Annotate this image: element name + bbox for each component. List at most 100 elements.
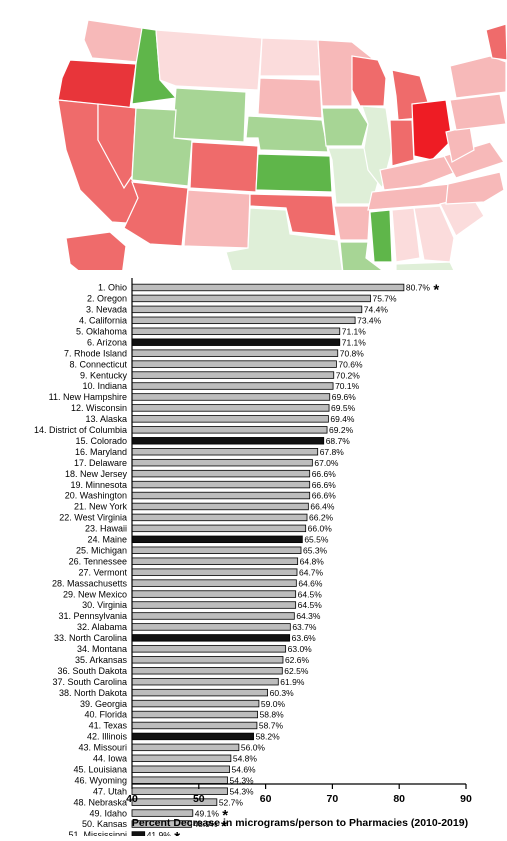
chart-svg: 1. Ohio 80.7% *2. Oregon 75.7%3. Nevada 74.4…	[34, 278, 472, 841]
category-label: 49. Idaho	[89, 808, 127, 818]
value-label: 58.8%	[260, 710, 285, 720]
new-mexico-state	[183, 189, 251, 249]
value-label: 56.0%	[241, 743, 266, 753]
value-label: 63.7%	[292, 622, 317, 632]
category-label: 4. California	[79, 316, 127, 326]
category-label: 44. Iowa	[93, 754, 127, 764]
value-label: 70.2%	[336, 370, 361, 380]
arkansas-state	[333, 205, 371, 241]
x-tick-label: 60	[260, 793, 272, 805]
bar	[131, 393, 331, 401]
bar	[131, 831, 146, 839]
florida-state	[395, 261, 471, 333]
value-label: 65.3%	[303, 545, 328, 555]
value-label: 80.7%	[406, 283, 431, 293]
value-label: 64.5%	[298, 600, 323, 610]
category-label: 26. Tennessee	[69, 556, 127, 566]
category-label: 33. North Carolina	[54, 633, 127, 643]
value-label: 54.6%	[232, 764, 257, 774]
category-label: 10. Indiana	[82, 381, 127, 391]
bar	[131, 557, 299, 565]
bar	[131, 480, 311, 489]
nebraska-state	[245, 115, 329, 153]
value-label: 70.6%	[338, 359, 363, 369]
value-label: 58.7%	[259, 721, 284, 731]
x-tick-label: 50	[193, 793, 205, 805]
value-label: 66.2%	[309, 513, 334, 523]
bar	[131, 787, 228, 795]
category-label: 32. Alabama	[77, 622, 127, 632]
bar-chart: 1. Ohio 80.7% * 2. Oregon 75.7% 3. Nevada 74.4…	[0, 270, 507, 841]
indiana-state	[389, 119, 415, 167]
bar	[131, 677, 279, 686]
value-label: 68.7%	[326, 436, 351, 446]
category-label: 22. West Virginia	[59, 513, 127, 523]
bar	[131, 820, 192, 828]
category-label: 23. Hawaii	[85, 524, 127, 534]
bar	[131, 579, 297, 587]
category-label: 1. Ohio	[98, 283, 127, 293]
category-label: 31. Pennsylvania	[58, 611, 127, 621]
bar	[131, 667, 283, 675]
bar	[131, 721, 258, 730]
value-label: 64.8%	[300, 556, 325, 566]
value-label: 66.6%	[312, 469, 337, 479]
ohio-state	[411, 99, 453, 161]
bar	[131, 283, 405, 292]
kansas-state	[255, 153, 333, 193]
illinois-state	[361, 105, 393, 190]
category-label: 50. Kansas	[82, 819, 128, 829]
bar	[131, 404, 330, 412]
bar	[131, 338, 341, 346]
map-svg	[57, 19, 507, 333]
category-label: 6. Arizona	[87, 337, 127, 347]
category-label: 46. Wyoming	[75, 775, 127, 785]
category-label: 2. Oregon	[87, 294, 127, 304]
bar	[131, 371, 335, 379]
value-label: 69.4%	[330, 414, 355, 424]
x-tick-label: 40	[126, 793, 138, 805]
virginia-state	[443, 141, 505, 179]
value-label: 70.1%	[335, 381, 360, 391]
value-label: 49.1%	[195, 808, 220, 818]
value-label: 52.7%	[219, 797, 244, 807]
bar	[131, 316, 356, 325]
value-label: 66.0%	[308, 524, 333, 534]
category-label: 36. South Dakota	[57, 666, 127, 676]
us-choropleth-map	[0, 0, 507, 333]
bar	[131, 688, 269, 697]
bar	[131, 546, 302, 554]
bar	[131, 699, 260, 708]
x-tick-label: 90	[460, 793, 472, 805]
x-axis: 40 50 60 70 80 90	[126, 278, 472, 805]
bar	[131, 601, 297, 609]
utah-state	[131, 107, 193, 187]
bar	[131, 437, 325, 445]
category-label: 34. Montana	[77, 644, 127, 654]
significance-star: *	[174, 829, 180, 836]
value-label: 64.7%	[299, 567, 324, 577]
x-tick-label: 80	[393, 793, 405, 805]
value-label: 69.2%	[329, 425, 354, 435]
bar	[131, 645, 287, 653]
bar	[131, 327, 341, 335]
category-label: 47. Utah	[93, 786, 127, 796]
colorado-state	[189, 141, 259, 193]
bar	[131, 448, 319, 456]
bar	[131, 590, 297, 598]
bar	[131, 568, 298, 576]
category-label: 43. Missouri	[78, 743, 127, 753]
new-england-states	[485, 23, 507, 61]
category-label: 27. Vermont	[78, 567, 127, 577]
kentucky-state	[379, 155, 457, 191]
category-label: 15. Colorado	[75, 436, 127, 446]
value-label: 62.6%	[285, 655, 310, 665]
bar	[131, 415, 329, 423]
value-label: 63.0%	[288, 644, 313, 654]
bar	[131, 710, 258, 719]
value-label: 59.0%	[261, 699, 286, 709]
value-label: 54.3%	[230, 775, 255, 785]
value-label: 70.8%	[340, 348, 365, 358]
category-label: 48. Nebraska	[73, 797, 127, 807]
category-label: 28. Massachusetts	[52, 578, 128, 588]
